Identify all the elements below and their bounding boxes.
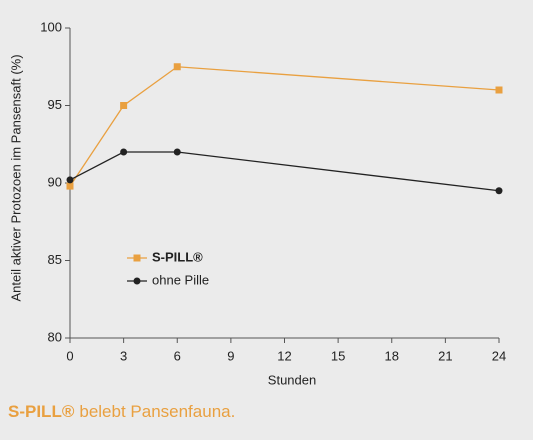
y-tick-label: 95 — [48, 97, 62, 112]
y-tick-label: 85 — [48, 252, 62, 267]
x-tick-label: 3 — [120, 348, 127, 363]
x-tick-label: 15 — [331, 348, 345, 363]
marker — [120, 102, 128, 109]
x-tick-label: 12 — [277, 348, 291, 363]
legend-label: ohne Pille — [152, 272, 209, 287]
y-tick-label: 100 — [40, 19, 62, 34]
marker — [495, 187, 503, 195]
y-axis-label: Anteil aktiver Protozoen im Pansensaft (… — [8, 54, 23, 301]
caption: S-PILL® belebt Pansenfauna. — [8, 402, 235, 421]
x-tick-label: 9 — [227, 348, 234, 363]
x-tick-label: 24 — [492, 348, 506, 363]
marker — [495, 86, 503, 94]
x-tick-label: 21 — [438, 348, 452, 363]
y-tick-label: 90 — [48, 174, 62, 189]
series-line — [69, 151, 500, 192]
marker — [66, 176, 74, 184]
marker — [120, 148, 128, 156]
x-tick-label: 18 — [385, 348, 399, 363]
marker — [66, 182, 74, 190]
x-axis-label: Stunden — [268, 372, 316, 387]
y-tick-label: 80 — [48, 329, 62, 344]
caption-part: belebt Pansenfauna. — [79, 402, 235, 421]
x-tick-label: 0 — [66, 348, 73, 363]
caption-part: S-PILL® — [8, 402, 75, 421]
series-line — [69, 66, 500, 187]
x-tick-label: 6 — [174, 348, 181, 363]
marker — [133, 254, 141, 262]
marker — [173, 63, 181, 71]
legend-label: S-PILL® — [152, 249, 203, 264]
marker — [133, 277, 141, 285]
marker — [173, 148, 181, 156]
